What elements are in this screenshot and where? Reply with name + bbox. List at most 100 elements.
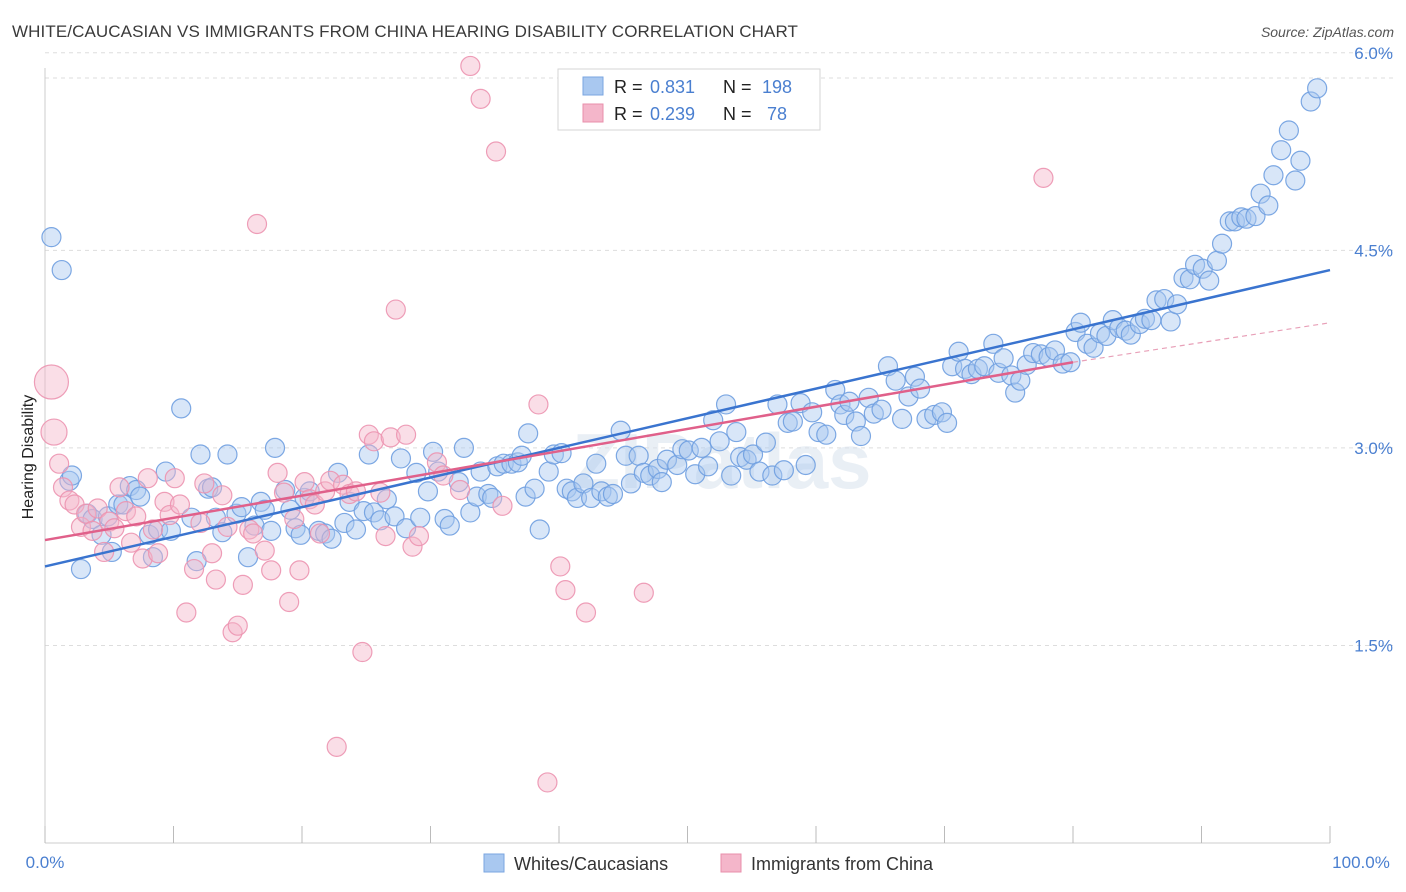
bottom-legend-swatch-pink <box>720 853 742 873</box>
data-point-pink <box>109 477 130 498</box>
legend-swatch-blue <box>582 76 604 96</box>
data-point-blue <box>762 465 783 486</box>
data-point-blue <box>1199 270 1220 291</box>
data-point-blue <box>667 454 688 476</box>
data-point-blue <box>518 423 539 444</box>
data-point-blue <box>697 456 719 477</box>
data-point-blue <box>334 512 355 534</box>
legend-swatch-pink <box>582 103 604 123</box>
data-point-blue <box>628 445 649 466</box>
data-point-pink <box>575 602 597 623</box>
data-point-blue <box>773 460 794 481</box>
data-point-pink <box>402 536 423 557</box>
data-point-pink <box>169 494 191 515</box>
legend-r-value-pink: 0.239 <box>650 104 695 124</box>
data-point-pink <box>201 543 223 564</box>
data-point-blue <box>1290 150 1311 171</box>
data-point-blue <box>1023 342 1044 364</box>
data-point-blue <box>755 432 776 453</box>
data-point-blue <box>885 370 906 391</box>
data-point-blue <box>871 399 892 420</box>
data-point-blue <box>1173 267 1194 289</box>
trend-lines <box>44 268 1331 568</box>
data-point-pink <box>154 491 175 512</box>
data-point-blue <box>119 475 140 497</box>
y-axis-title: Hearing Disability <box>20 395 37 520</box>
data-point-pink <box>528 394 549 415</box>
data-point-blue <box>321 528 342 549</box>
legend-n-label-pink: N = <box>723 104 752 124</box>
data-point-pink <box>309 523 331 544</box>
data-point-pink <box>408 526 430 547</box>
data-point-blue <box>685 464 706 485</box>
data-point-blue <box>834 404 855 426</box>
x-tick-label-max: 100.0% <box>1332 853 1390 872</box>
data-point-blue <box>390 448 412 469</box>
data-point-blue <box>581 487 602 509</box>
data-point-blue <box>358 444 379 465</box>
legend-r-value-blue: 0.831 <box>650 77 695 97</box>
data-point-pink <box>1033 167 1054 188</box>
data-point-pink <box>115 500 137 522</box>
data-point-pink <box>289 560 310 581</box>
data-point-blue <box>850 425 872 447</box>
data-point-pink <box>70 516 92 538</box>
data-point-pink <box>550 556 571 577</box>
data-point-blue <box>327 462 349 484</box>
data-point-blue <box>924 404 945 426</box>
data-point-pink <box>176 602 197 623</box>
data-point-pink <box>470 88 491 109</box>
data-point-pink <box>555 580 576 601</box>
data-point-blue <box>651 472 672 493</box>
data-point-blue <box>795 454 816 476</box>
y-tick-label: 6.0% <box>1354 44 1393 63</box>
data-point-pink <box>492 495 513 516</box>
data-point-blue <box>1044 340 1066 361</box>
data-point-blue <box>749 461 770 482</box>
data-point-blue <box>721 465 742 486</box>
data-point-blue <box>129 486 151 507</box>
data-point-blue <box>1160 311 1181 332</box>
data-point-blue <box>51 259 72 281</box>
data-point-pink <box>243 523 264 544</box>
data-point-blue <box>1285 170 1306 191</box>
data-point-blue <box>993 348 1014 369</box>
data-point-blue <box>453 437 475 458</box>
y-tick-label: 4.5% <box>1354 241 1393 260</box>
legend-box: R = 0.831 N = 198 R = 0.239 N = 78 <box>557 68 821 131</box>
data-point-pink <box>537 772 558 793</box>
data-point-blue <box>410 507 431 528</box>
data-point-blue <box>1219 211 1240 232</box>
data-point-pink <box>254 540 275 561</box>
legend-r-label-blue: R = <box>614 77 643 97</box>
data-point-blue <box>586 453 607 474</box>
legend-r-label-pink: R = <box>614 104 643 124</box>
data-point-blue <box>82 508 103 530</box>
legend-n-label-blue: N = <box>723 77 752 97</box>
data-point-blue <box>709 431 730 452</box>
data-point-blue <box>353 500 374 522</box>
data-point-blue <box>808 421 829 443</box>
data-point-blue <box>439 515 460 536</box>
data-point-blue <box>726 421 747 443</box>
data-point-pink <box>267 462 288 484</box>
data-point-pink <box>40 418 68 446</box>
data-point-pink <box>126 506 147 527</box>
y-tick-label: 3.0% <box>1354 439 1393 458</box>
y-tick-label: 1.5% <box>1354 636 1393 655</box>
data-point-pink <box>261 560 282 581</box>
data-point-pink <box>370 482 391 503</box>
data-point-pink <box>147 543 169 564</box>
data-point-blue <box>190 444 211 465</box>
data-point-blue <box>610 420 631 441</box>
data-point-blue <box>478 483 499 505</box>
data-point-pink <box>284 508 305 530</box>
data-point-pink <box>460 55 481 77</box>
data-point-blue <box>1258 195 1279 216</box>
data-point-pink <box>279 591 300 613</box>
data-point-blue <box>1211 233 1233 254</box>
data-point-blue <box>678 440 699 461</box>
chart-title: WHITE/CAUCASIAN VS IMMIGRANTS FROM CHINA… <box>12 22 799 41</box>
data-point-blue <box>597 486 618 507</box>
data-point-blue <box>363 502 385 523</box>
